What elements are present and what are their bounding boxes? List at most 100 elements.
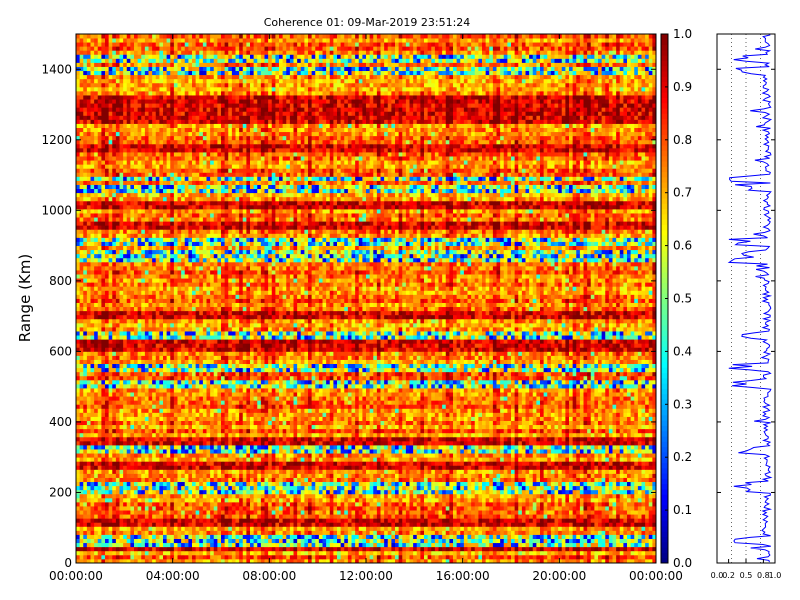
heatmap-cell <box>627 550 632 556</box>
heatmap-cell <box>112 493 117 499</box>
heatmap-cell <box>79 542 84 548</box>
heatmap-cell <box>173 453 178 458</box>
heatmap-cell <box>144 493 149 499</box>
heatmap-cell <box>300 465 305 470</box>
heatmap-cell <box>166 473 171 478</box>
heatmap-cell <box>253 493 258 499</box>
heatmap-cell <box>286 514 291 519</box>
heatmap-cell <box>333 449 338 454</box>
heatmap-cell <box>231 550 236 556</box>
heatmap-cell <box>239 440 244 446</box>
heatmap-cell <box>163 444 168 450</box>
heatmap-cell <box>231 477 236 483</box>
heatmap-cell <box>326 546 331 552</box>
heatmap-cell <box>126 522 131 527</box>
heatmap-cell <box>271 558 276 564</box>
heatmap-cell <box>289 457 294 462</box>
heatmap-cell <box>83 514 88 519</box>
heatmap-cell <box>420 449 425 454</box>
heatmap-cell <box>144 526 149 531</box>
heatmap-cell <box>514 530 519 535</box>
heatmap-cell <box>279 510 284 515</box>
heatmap-cell <box>152 530 157 535</box>
heatmap-cell <box>449 506 454 511</box>
heatmap-cell <box>384 526 389 531</box>
heatmap-cell <box>79 526 84 531</box>
heatmap-cell <box>637 449 642 454</box>
heatmap-cell <box>518 461 523 466</box>
heatmap-cell <box>427 534 432 539</box>
heatmap-cell <box>543 469 548 474</box>
heatmap-cell <box>155 497 160 503</box>
heatmap-cell <box>344 469 349 474</box>
heatmap-cell <box>460 444 465 450</box>
heatmap-cell <box>627 558 632 564</box>
heatmap-cell <box>344 485 349 491</box>
heatmap-cell <box>97 550 102 556</box>
heatmap-cell <box>264 453 269 458</box>
heatmap-cell <box>351 444 356 450</box>
heatmap-cell <box>188 493 193 499</box>
heatmap-cell <box>598 554 603 560</box>
heatmap-cell <box>297 538 302 544</box>
heatmap-cell <box>616 526 621 531</box>
heatmap-cell <box>347 526 352 531</box>
heatmap-cell <box>326 501 331 507</box>
heatmap-cell <box>206 514 211 519</box>
heatmap-cell <box>119 489 124 495</box>
heatmap-cell <box>496 510 501 515</box>
heatmap-cell <box>275 501 280 507</box>
heatmap-cell <box>456 457 461 462</box>
heatmap-cell <box>166 436 171 442</box>
heatmap-cell <box>90 461 95 466</box>
heatmap-cell <box>86 457 91 462</box>
heatmap-cell <box>634 558 639 564</box>
heatmap-cell <box>387 530 392 535</box>
heatmap-cell <box>569 526 574 531</box>
heatmap-cell <box>210 440 215 446</box>
heatmap-cell <box>217 550 222 556</box>
heatmap-cell <box>547 440 552 446</box>
heatmap-cell <box>463 530 468 535</box>
heatmap-cell <box>297 444 302 450</box>
heatmap-cell <box>202 538 207 544</box>
heatmap-cell <box>550 485 555 491</box>
heatmap-cell <box>583 440 588 446</box>
heatmap-cell <box>518 436 523 442</box>
heatmap-cell <box>148 542 153 548</box>
heatmap-cell <box>355 473 360 478</box>
heatmap-cell <box>558 501 563 507</box>
heatmap-cell <box>409 530 414 535</box>
heatmap-cell <box>163 469 168 474</box>
heatmap-cell <box>123 542 128 548</box>
heatmap-cell <box>279 465 284 470</box>
heatmap-cell <box>366 514 371 519</box>
heatmap-cell <box>322 538 327 544</box>
heatmap-cell <box>456 501 461 507</box>
heatmap-cell <box>304 497 309 503</box>
heatmap-cell <box>199 518 204 523</box>
heatmap-cell <box>449 461 454 466</box>
heatmap-cell <box>337 465 342 470</box>
heatmap-cell <box>405 477 410 483</box>
heatmap-cell <box>543 514 548 519</box>
heatmap-cell <box>105 514 110 519</box>
heatmap-cell <box>503 501 508 507</box>
heatmap-cell <box>271 473 276 478</box>
heatmap-cell <box>170 449 175 454</box>
heatmap-cell <box>358 522 363 527</box>
heatmap-cell <box>467 453 472 458</box>
heatmap-cell <box>297 449 302 454</box>
heatmap-cell <box>434 457 439 462</box>
heatmap-cell <box>536 538 541 544</box>
heatmap-cell <box>463 550 468 556</box>
heatmap-cell <box>351 518 356 523</box>
heatmap-cell <box>543 485 548 491</box>
heatmap-cell <box>141 444 146 450</box>
heatmap-cell <box>590 453 595 458</box>
heatmap-cell <box>540 538 545 544</box>
heatmap-cell <box>453 457 458 462</box>
heatmap-cell <box>268 514 273 519</box>
heatmap-cell <box>123 436 128 442</box>
heatmap-cell <box>304 453 309 458</box>
